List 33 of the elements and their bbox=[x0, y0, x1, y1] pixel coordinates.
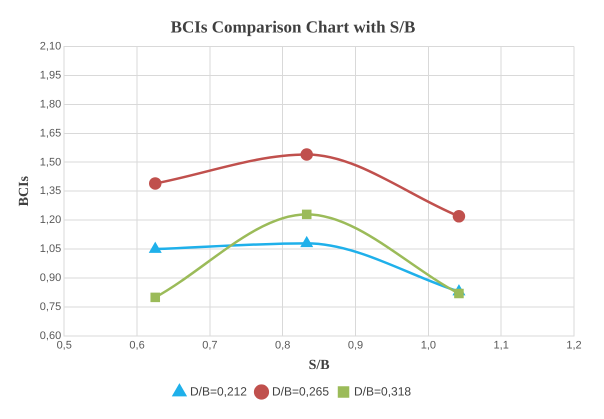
y-tick-label: 2,10 bbox=[40, 40, 62, 52]
chart-title: BCIs Comparison Chart with S/B bbox=[170, 18, 416, 37]
y-tick-label: 0,75 bbox=[40, 301, 62, 314]
point bbox=[454, 288, 464, 298]
y-tick-label: 1,05 bbox=[40, 243, 62, 256]
point bbox=[300, 148, 313, 161]
x-tick-label: 1,0 bbox=[420, 340, 436, 352]
y-tick-label: 1,20 bbox=[40, 214, 62, 226]
point bbox=[302, 210, 312, 220]
y-tick-label: 1,80 bbox=[40, 98, 62, 110]
y-tick-label: 1,50 bbox=[40, 156, 62, 168]
point bbox=[150, 242, 161, 253]
x-axis-title: S/B bbox=[308, 358, 330, 374]
x-tick-label: 0,5 bbox=[56, 340, 72, 352]
x-tick-label: 0,7 bbox=[202, 340, 218, 352]
y-tick-label: 0,60 bbox=[40, 330, 62, 342]
legend-label: D/B=0,265 bbox=[272, 384, 330, 398]
point bbox=[301, 237, 312, 248]
y-tick-label: 1,95 bbox=[40, 69, 62, 82]
y-tick-label: 1,35 bbox=[40, 185, 62, 198]
y-tick-label: 0,90 bbox=[40, 272, 62, 284]
x-tick-label: 0,8 bbox=[275, 340, 290, 352]
legend-label: D/B=0,212 bbox=[190, 384, 248, 398]
x-tick-label: 1,2 bbox=[566, 340, 582, 352]
point bbox=[148, 177, 162, 190]
legend-label: D/B=0,318 bbox=[354, 384, 412, 398]
x-tick-label: 0,6 bbox=[129, 340, 145, 352]
x-tick-label: 0,9 bbox=[348, 340, 364, 352]
y-tick-label: 1,65 bbox=[40, 127, 62, 140]
point bbox=[452, 210, 466, 223]
x-tick-label: 1,1 bbox=[494, 340, 509, 352]
point bbox=[150, 292, 160, 302]
y-axis-title: BCIs bbox=[17, 175, 32, 206]
